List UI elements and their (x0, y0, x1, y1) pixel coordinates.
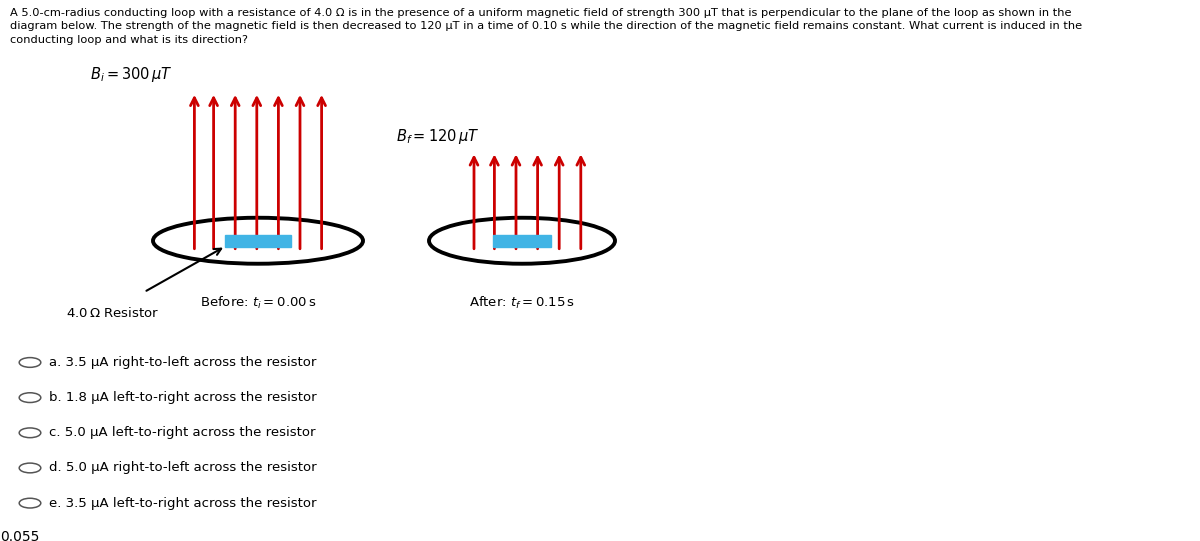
Text: 0.055: 0.055 (0, 530, 40, 541)
Bar (493, 235, 551, 247)
Text: a. 3.5 µA right-to-left across the resistor: a. 3.5 µA right-to-left across the resis… (49, 356, 317, 369)
Text: c. 5.0 µA left-to-right across the resistor: c. 5.0 µA left-to-right across the resis… (49, 426, 316, 439)
Text: b. 1.8 µA left-to-right across the resistor: b. 1.8 µA left-to-right across the resis… (49, 391, 317, 404)
Text: Before: $t_i = 0.00\,\mathrm{s}$: Before: $t_i = 0.00\,\mathrm{s}$ (199, 295, 317, 311)
Text: $4.0\,\Omega$ Resistor: $4.0\,\Omega$ Resistor (66, 306, 160, 320)
Bar (226, 235, 292, 247)
Text: d. 5.0 µA right-to-left across the resistor: d. 5.0 µA right-to-left across the resis… (49, 461, 317, 474)
Text: $B_i = 300\,\mu T$: $B_i = 300\,\mu T$ (90, 65, 173, 84)
Text: After: $t_f = 0.15\,\mathrm{s}$: After: $t_f = 0.15\,\mathrm{s}$ (469, 295, 575, 311)
Text: e. 3.5 µA left-to-right across the resistor: e. 3.5 µA left-to-right across the resis… (49, 497, 317, 510)
Text: $B_f = 120\,\mu T$: $B_f = 120\,\mu T$ (396, 127, 480, 146)
Text: A 5.0-cm-radius conducting loop with a resistance of 4.0 Ω is in the presence of: A 5.0-cm-radius conducting loop with a r… (10, 8, 1081, 44)
